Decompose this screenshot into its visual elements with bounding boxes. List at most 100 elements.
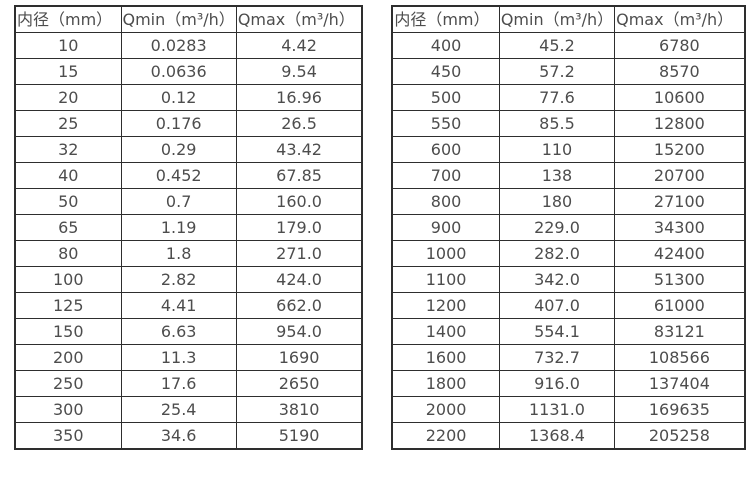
- table-cell: 4.41: [120, 292, 237, 319]
- table-cell: 0.29: [120, 136, 237, 163]
- table-cell: 5190: [235, 422, 363, 450]
- header-qmax: Qmax（m³/h）: [614, 5, 746, 33]
- table-cell: 80: [14, 240, 122, 267]
- table-cell: 85.5: [498, 110, 616, 137]
- table-cell: 50: [14, 188, 122, 215]
- table-row: 500 77.6 10600: [391, 84, 746, 111]
- table-cell: 662.0: [235, 292, 363, 319]
- table-cell: 40: [14, 162, 122, 189]
- table-cell: 554.1: [498, 318, 616, 345]
- table-row: 1600 732.7 108566: [391, 344, 746, 371]
- table-row: 300 25.4 3810: [14, 396, 363, 423]
- table-row: 800 180 27100: [391, 188, 746, 215]
- table-cell: 27100: [614, 188, 746, 215]
- table-cell: 67.85: [235, 162, 363, 189]
- table-row: 20 0.12 16.96: [14, 84, 363, 111]
- table-cell: 271.0: [235, 240, 363, 267]
- table-cell: 800: [391, 188, 500, 215]
- table-row: 1100 342.0 51300: [391, 266, 746, 293]
- table-cell: 1690: [235, 344, 363, 371]
- table-cell: 600: [391, 136, 500, 163]
- table-cell: 169635: [614, 396, 746, 423]
- header-qmin: Qmin（m³/h）: [498, 5, 616, 33]
- table-cell: 1000: [391, 240, 500, 267]
- table-cell: 8570: [614, 58, 746, 85]
- table-cell: 1800: [391, 370, 500, 397]
- table-cell: 300: [14, 396, 122, 423]
- table-cell: 1368.4: [498, 422, 616, 450]
- table-cell: 1200: [391, 292, 500, 319]
- table-cell: 3810: [235, 396, 363, 423]
- table-cell: 45.2: [498, 32, 616, 59]
- table-cell: 34.6: [120, 422, 237, 450]
- table-row: 50 0.7 160.0: [14, 188, 363, 215]
- table-row: 1400 554.1 83121: [391, 318, 746, 345]
- table-cell: 26.5: [235, 110, 363, 137]
- table-cell: 34300: [614, 214, 746, 241]
- table-cell: 77.6: [498, 84, 616, 111]
- table-cell: 250: [14, 370, 122, 397]
- table-cell: 137404: [614, 370, 746, 397]
- table-cell: 1.19: [120, 214, 237, 241]
- table-row: 2200 1368.4 205258: [391, 422, 746, 450]
- table-row: 10 0.0283 4.42: [14, 32, 363, 59]
- table-cell: 10600: [614, 84, 746, 111]
- table-cell: 65: [14, 214, 122, 241]
- table-cell: 179.0: [235, 214, 363, 241]
- flow-rate-tables-container: 内径（mm） Qmin（m³/h） Qmax（m³/h） 10 0.0283 4.4…: [14, 5, 746, 450]
- table-cell: 954.0: [235, 318, 363, 345]
- table-row: 1800 916.0 137404: [391, 370, 746, 397]
- table-cell: 350: [14, 422, 122, 450]
- table-cell: 25: [14, 110, 122, 137]
- table-cell: 2000: [391, 396, 500, 423]
- table-cell: 0.176: [120, 110, 237, 137]
- table-cell: 342.0: [498, 266, 616, 293]
- table-cell: 0.0636: [120, 58, 237, 85]
- table-header-row: 内径（mm） Qmin（m³/h） Qmax（m³/h）: [14, 5, 363, 33]
- table-cell: 424.0: [235, 266, 363, 293]
- table-cell: 32: [14, 136, 122, 163]
- table-row: 550 85.5 12800: [391, 110, 746, 137]
- table-row: 400 45.2 6780: [391, 32, 746, 59]
- table-cell: 43.42: [235, 136, 363, 163]
- header-qmax: Qmax（m³/h）: [235, 5, 363, 33]
- table-cell: 51300: [614, 266, 746, 293]
- header-inner-diameter: 内径（mm）: [14, 5, 122, 33]
- table-row: 2000 1131.0 169635: [391, 396, 746, 423]
- table-cell: 229.0: [498, 214, 616, 241]
- table-cell: 150: [14, 318, 122, 345]
- table-cell: 17.6: [120, 370, 237, 397]
- table-cell: 0.7: [120, 188, 237, 215]
- table-cell: 15: [14, 58, 122, 85]
- table-cell: 138: [498, 162, 616, 189]
- table-cell: 6.63: [120, 318, 237, 345]
- table-cell: 400: [391, 32, 500, 59]
- table-row: 250 17.6 2650: [14, 370, 363, 397]
- table-cell: 9.54: [235, 58, 363, 85]
- table-row: 700 138 20700: [391, 162, 746, 189]
- table-row: 125 4.41 662.0: [14, 292, 363, 319]
- table-cell: 110: [498, 136, 616, 163]
- header-inner-diameter: 内径（mm）: [391, 5, 500, 33]
- table-row: 40 0.452 67.85: [14, 162, 363, 189]
- table-cell: 2650: [235, 370, 363, 397]
- table-cell: 1100: [391, 266, 500, 293]
- table-cell: 0.452: [120, 162, 237, 189]
- table-cell: 6780: [614, 32, 746, 59]
- table-row: 25 0.176 26.5: [14, 110, 363, 137]
- table-cell: 550: [391, 110, 500, 137]
- table-cell: 1400: [391, 318, 500, 345]
- table-row: 150 6.63 954.0: [14, 318, 363, 345]
- table-row: 600 110 15200: [391, 136, 746, 163]
- table-row: 65 1.19 179.0: [14, 214, 363, 241]
- table-cell: 2200: [391, 422, 500, 450]
- table-cell: 1.8: [120, 240, 237, 267]
- table-cell: 42400: [614, 240, 746, 267]
- table-cell: 83121: [614, 318, 746, 345]
- table-row: 100 2.82 424.0: [14, 266, 363, 293]
- table-cell: 4.42: [235, 32, 363, 59]
- table-row: 32 0.29 43.42: [14, 136, 363, 163]
- table-cell: 100: [14, 266, 122, 293]
- table-cell: 10: [14, 32, 122, 59]
- table-cell: 108566: [614, 344, 746, 371]
